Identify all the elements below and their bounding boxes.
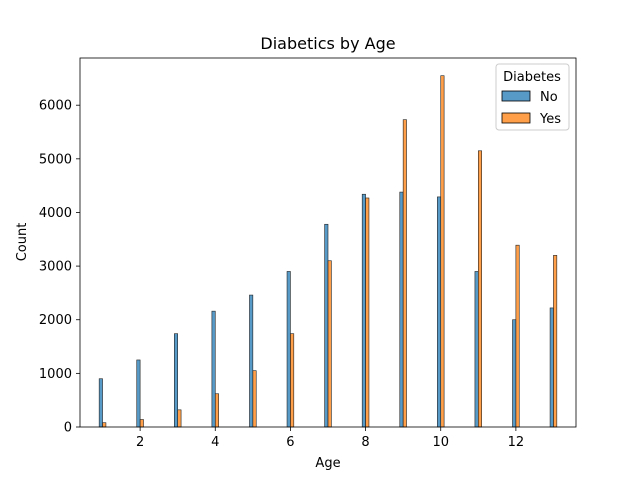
bar-yes-1: [102, 422, 107, 428]
x-tick-label-10: 10: [432, 435, 449, 450]
y-axis-label: Count: [15, 223, 30, 262]
legend-label-yes: Yes: [539, 112, 561, 127]
x-tick-label-2: 2: [136, 435, 144, 450]
legend-swatch-no: [501, 90, 531, 102]
bar-yes-4: [214, 393, 219, 428]
bar-yes-7: [327, 260, 332, 428]
bar-yes-2: [139, 419, 144, 428]
y-tick-label-4000: 4000: [39, 206, 72, 221]
legend-label-no: No: [540, 90, 558, 105]
bar-yes-9: [402, 119, 407, 428]
bar-no-11: [474, 271, 479, 428]
bar-no-9: [399, 191, 404, 428]
legend-title: Diabetes: [503, 70, 561, 85]
bar-yes-13: [553, 255, 558, 428]
bar-yes-8: [365, 197, 370, 428]
x-tick-label-4: 4: [211, 435, 219, 450]
y-tick-label-6000: 6000: [39, 99, 72, 114]
x-tick-label-8: 8: [361, 435, 369, 450]
bar-no-6: [286, 271, 291, 428]
y-tick-label-0: 0: [64, 421, 72, 436]
chart-title: Diabetics by Age: [260, 34, 395, 53]
x-axis-label: Age: [315, 456, 340, 471]
bar-yes-3: [177, 409, 182, 428]
bar-no-5: [249, 294, 254, 428]
y-tick-label-1000: 1000: [39, 367, 72, 382]
bar-no-10: [437, 196, 442, 428]
y-tick-label-3000: 3000: [39, 260, 72, 275]
bar-no-12: [512, 319, 517, 428]
x-tick-label-6: 6: [286, 435, 294, 450]
plot-area: 2 4 6 8 10 12 0 1000 2000 3000 4000 5000 6000: [39, 57, 577, 450]
bar-no-1: [98, 378, 103, 428]
bar-yes-5: [252, 370, 257, 428]
bar-no-4: [211, 310, 216, 428]
bar-no-7: [324, 223, 329, 428]
y-tick-label-5000: 5000: [39, 152, 72, 167]
bar-no-2: [136, 359, 141, 428]
bar-yes-12: [515, 244, 520, 428]
legend: Diabetes No Yes: [495, 63, 570, 131]
plot-frame: [79, 57, 577, 428]
bar-yes-11: [477, 150, 482, 428]
x-tick-label-12: 12: [508, 435, 525, 450]
bar-no-8: [361, 193, 366, 428]
bar-yes-6: [290, 333, 295, 428]
bar-no-13: [549, 307, 554, 428]
bar-no-3: [174, 333, 179, 428]
legend-swatch-yes: [501, 112, 531, 124]
bar-yes-10: [440, 75, 445, 428]
y-tick-label-2000: 2000: [39, 313, 72, 328]
